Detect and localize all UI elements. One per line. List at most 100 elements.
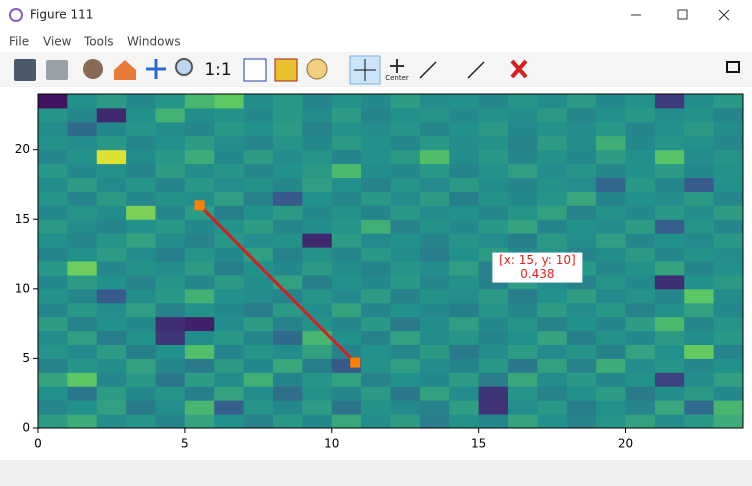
heatmap-cell bbox=[390, 233, 421, 248]
heatmap-cell bbox=[596, 330, 626, 345]
heatmap-cell bbox=[243, 400, 274, 415]
heatmap-cell bbox=[126, 288, 156, 304]
heatmap-cell bbox=[508, 121, 538, 137]
heatmap-cell bbox=[155, 219, 186, 234]
print-button[interactable] bbox=[46, 60, 68, 80]
heatmap-cell bbox=[508, 400, 538, 415]
heatmap-cell bbox=[419, 288, 450, 304]
heatmap-cell bbox=[243, 94, 274, 109]
heatmap-cell bbox=[214, 247, 245, 262]
heatmap-cell bbox=[67, 107, 98, 123]
heatmap-cell bbox=[273, 247, 303, 262]
zoom-reset-button[interactable]: 1:1 bbox=[204, 60, 231, 80]
heatmap-cell bbox=[302, 205, 333, 220]
heatmap-cell bbox=[390, 177, 421, 192]
heatmap-cell bbox=[478, 414, 509, 428]
heatmap-cell bbox=[96, 219, 127, 234]
heatmap-cell bbox=[537, 233, 568, 248]
heatmap-cell bbox=[508, 302, 538, 318]
settings-button[interactable] bbox=[83, 59, 103, 79]
heatmap-cell bbox=[478, 344, 509, 359]
heatmap-cell bbox=[654, 316, 685, 332]
heatmap-cell bbox=[596, 163, 626, 178]
heatmap-cell bbox=[684, 135, 715, 151]
heatmap-cell bbox=[126, 261, 156, 276]
heatmap-cell bbox=[478, 288, 509, 304]
menu-item[interactable]: View bbox=[43, 35, 72, 49]
heatmap-cell bbox=[155, 149, 186, 165]
heatmap-cell bbox=[214, 372, 245, 387]
heatmap-cell bbox=[478, 233, 509, 248]
heatmap-cell bbox=[273, 316, 303, 332]
zoom-button[interactable] bbox=[175, 58, 193, 76]
heatmap-cell bbox=[243, 274, 274, 290]
heatmap-cell bbox=[243, 330, 274, 345]
menu-item[interactable]: File bbox=[9, 35, 29, 49]
palette-button[interactable] bbox=[306, 58, 328, 80]
heatmap-cell bbox=[625, 205, 656, 220]
profile-button[interactable] bbox=[467, 61, 485, 79]
heatmap-cell bbox=[449, 386, 480, 401]
pan-button[interactable] bbox=[146, 59, 166, 79]
heatmap-cell bbox=[419, 149, 450, 165]
heatmap-cell bbox=[478, 94, 509, 109]
heatmap-cell bbox=[302, 344, 333, 359]
heatmap-cell bbox=[214, 358, 245, 373]
heatmap-cell bbox=[596, 386, 626, 401]
heatmap-cell bbox=[67, 316, 98, 332]
heatmap-cell bbox=[537, 344, 568, 359]
heatmap-cell bbox=[155, 247, 186, 262]
home-button[interactable] bbox=[114, 60, 136, 80]
heatmap-cell bbox=[67, 400, 98, 415]
heatmap-cell bbox=[419, 94, 450, 109]
close-button[interactable] bbox=[718, 9, 730, 21]
heatmap-cell bbox=[184, 400, 215, 415]
heatmap-cell bbox=[537, 219, 568, 234]
heatmap-cell bbox=[273, 386, 303, 401]
menu-item[interactable]: Windows bbox=[127, 35, 181, 49]
x-tick-label: 10 bbox=[324, 437, 339, 451]
heatmap-cell bbox=[478, 386, 509, 401]
center-button[interactable]: Center bbox=[385, 74, 409, 82]
heatmap-cell bbox=[596, 191, 626, 206]
heatmap-cell bbox=[243, 233, 274, 248]
curve-button[interactable] bbox=[243, 58, 267, 82]
heatmap-cell bbox=[566, 288, 597, 304]
heatmap-cell bbox=[537, 135, 568, 151]
heatmap-cell bbox=[155, 330, 186, 345]
heatmap-cell bbox=[684, 247, 715, 262]
heatmap-cell bbox=[419, 135, 450, 151]
heatmap-cell bbox=[625, 400, 656, 415]
heatmap-cell bbox=[449, 358, 480, 373]
heatmap-cell bbox=[273, 358, 303, 373]
maximize-button[interactable] bbox=[677, 9, 688, 20]
heatmap-cell bbox=[419, 330, 450, 345]
clear-button[interactable] bbox=[510, 59, 528, 79]
heatmap-cell bbox=[654, 219, 685, 234]
heatmap-cell bbox=[390, 386, 421, 401]
heatmap-cell bbox=[126, 94, 156, 109]
heatmap-cell bbox=[273, 94, 303, 109]
profile-button[interactable] bbox=[419, 61, 437, 79]
save-button[interactable] bbox=[14, 59, 36, 81]
heatmap-cell bbox=[155, 414, 186, 428]
heatmap-cell bbox=[243, 386, 274, 401]
heatmap-cell bbox=[214, 163, 245, 178]
annotation-value: 0.438 bbox=[520, 267, 554, 281]
heatmap-cell bbox=[449, 344, 480, 359]
heatmap-cell bbox=[331, 247, 362, 262]
heatmap-cell bbox=[184, 330, 215, 345]
colormap-button[interactable] bbox=[274, 58, 298, 82]
menu-item[interactable]: Tools bbox=[83, 35, 114, 49]
heatmap-cell bbox=[273, 414, 303, 428]
heatmap-cell bbox=[449, 247, 480, 262]
heatmap-cell bbox=[331, 316, 362, 332]
heatmap-cell bbox=[38, 135, 68, 151]
heatmap-cell bbox=[566, 205, 597, 220]
heatmap-cell bbox=[654, 358, 685, 373]
heatmap-cell bbox=[302, 247, 333, 262]
heatmap-cell bbox=[684, 149, 715, 165]
dock-button[interactable] bbox=[726, 61, 740, 73]
heatmap-cell bbox=[566, 386, 597, 401]
heatmap-cell bbox=[38, 330, 68, 345]
